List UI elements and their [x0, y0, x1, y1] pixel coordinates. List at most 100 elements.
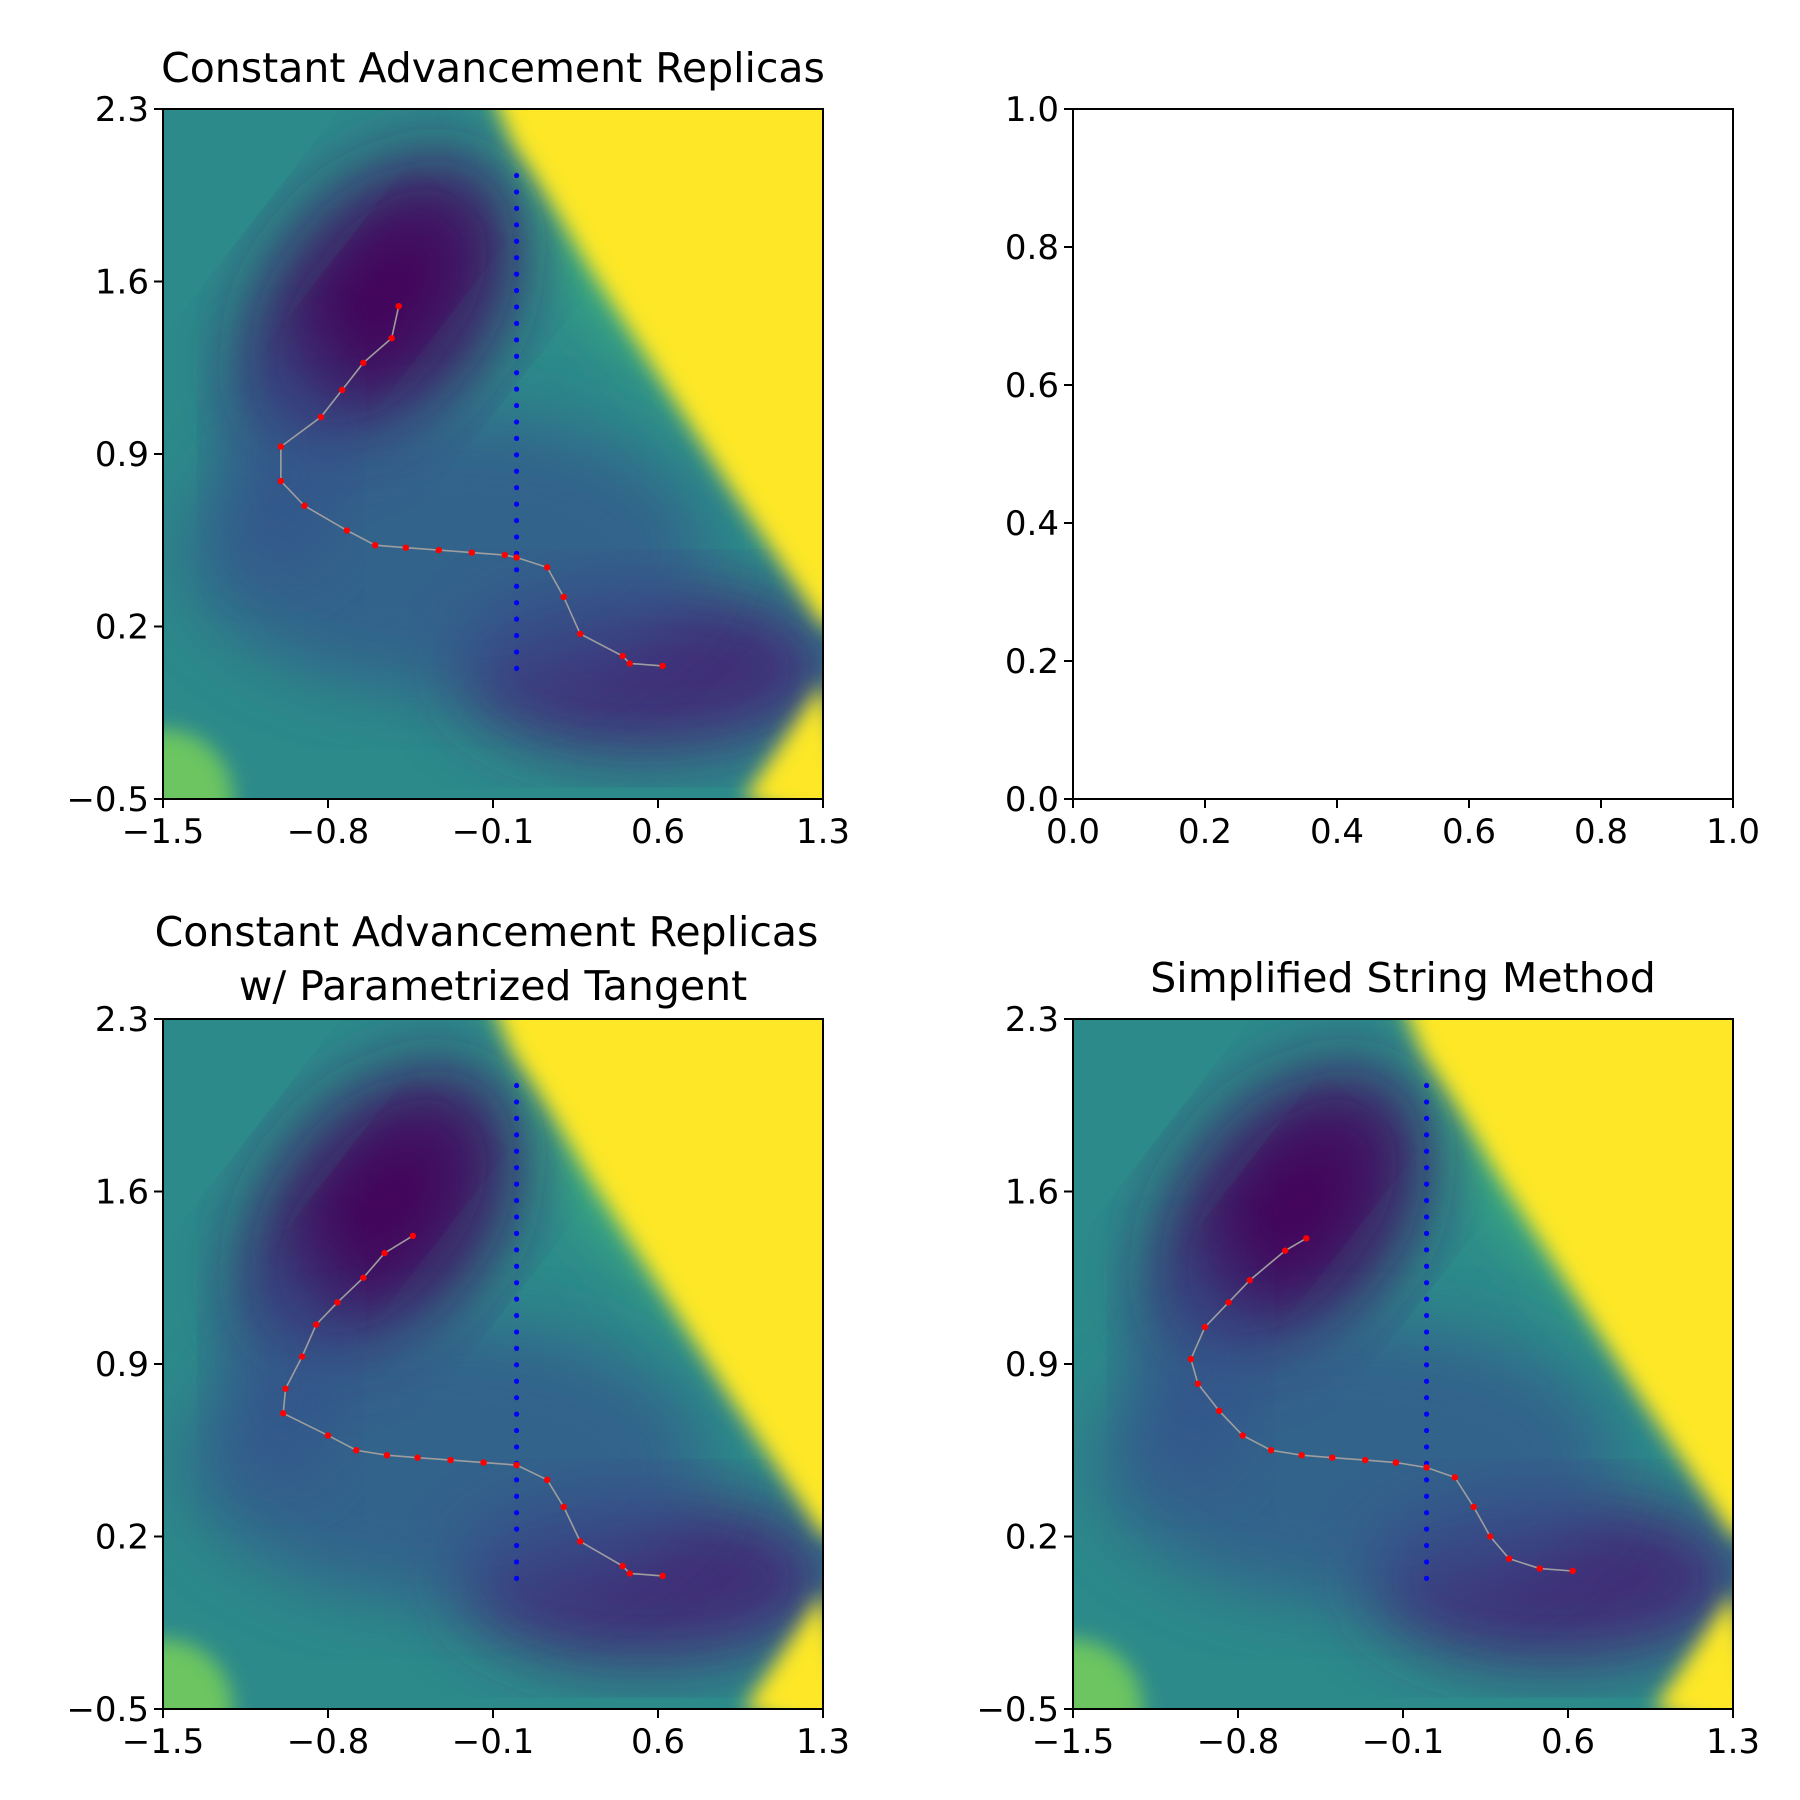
- path-replica-point: [659, 662, 666, 670]
- divider-point: [513, 1312, 520, 1319]
- divider-point: [1423, 1230, 1430, 1236]
- x-tick-label: 0.6: [631, 1722, 685, 1762]
- divider-point: [513, 1345, 520, 1351]
- x-tick-label: 0.4: [1310, 812, 1364, 852]
- y-tick-label: 0.0: [1005, 780, 1059, 820]
- divider-point: [513, 1575, 520, 1581]
- divider-point: [513, 1378, 520, 1384]
- divider-point: [1423, 1181, 1430, 1187]
- x-tick-label: 0.6: [631, 812, 685, 852]
- divider-point: [513, 649, 520, 655]
- heatmap-basin-upper-core: [323, 221, 451, 367]
- x-tick-label: 0.6: [1442, 812, 1496, 852]
- path-replica-point: [1281, 1247, 1289, 1254]
- path-replica-point: [371, 541, 379, 549]
- divider-point: [1423, 1345, 1430, 1351]
- path-replica-point: [619, 652, 626, 660]
- path-replica-point: [544, 1476, 551, 1484]
- divider-point: [513, 485, 520, 491]
- heatmap-basin-upper-core: [323, 1131, 451, 1277]
- divider-point: [513, 386, 520, 392]
- x-tick-label: 0.2: [1178, 812, 1232, 852]
- divider-point: [513, 287, 520, 294]
- y-tick-label: 2.3: [95, 1000, 149, 1040]
- divider-point: [513, 370, 520, 376]
- subplot-title: Constant Advancement Replicas: [161, 44, 825, 92]
- axes-frame: [1072, 108, 1734, 800]
- energy-heatmap: [163, 1019, 823, 1709]
- divider-point: [513, 1427, 520, 1434]
- divider-point: [513, 1263, 520, 1269]
- empty-axes-background: [1073, 109, 1733, 799]
- divider-point: [1423, 1395, 1430, 1401]
- path-replica-point: [343, 527, 351, 534]
- divider-point: [513, 1444, 520, 1450]
- divider-point: [513, 567, 520, 573]
- y-tick-label: 0.2: [95, 1518, 149, 1558]
- divider-point: [1423, 1378, 1430, 1384]
- y-tick-label: 1.6: [95, 1173, 149, 1213]
- divider-point: [1423, 1427, 1430, 1434]
- path-replica-point: [1392, 1459, 1400, 1466]
- path-replica-point: [626, 660, 633, 667]
- divider-point: [1423, 1411, 1430, 1417]
- x-tick-label: −0.1: [1362, 1722, 1445, 1762]
- path-replica-point: [1225, 1299, 1232, 1306]
- divider-point: [513, 600, 520, 606]
- divider-point: [1423, 1214, 1430, 1220]
- path-replica-point: [317, 413, 325, 421]
- axis-ticks: 0.0 0.2 0.4 0.6 0.8 1.0 0.0 0.2 0.4 0.6 0.8 1.0: [1005, 90, 1760, 852]
- path-replica-point: [1451, 1474, 1459, 1481]
- path-replica-point: [388, 334, 395, 342]
- path-replica-point: [360, 1274, 367, 1281]
- divider-point: [513, 1362, 520, 1368]
- path-replica-point: [1246, 1277, 1253, 1284]
- path-replica-point: [577, 1538, 584, 1545]
- path-replica-point: [513, 1461, 520, 1469]
- y-tick-label: 1.6: [1005, 1173, 1059, 1213]
- path-replica-point: [298, 1353, 306, 1360]
- path-replica-point: [1303, 1235, 1310, 1242]
- divider-point: [513, 1477, 520, 1483]
- axis-ticks: −1.5 −0.8 −0.1 0.6 1.3 −0.5 0.2 0.9 1.6 2.3: [976, 1000, 1760, 1762]
- path-replica-point: [513, 554, 520, 561]
- energy-heatmap: [1073, 1019, 1733, 1709]
- divider-point: [513, 1165, 520, 1171]
- path-replica-point: [619, 1562, 626, 1570]
- divider-point: [513, 1230, 520, 1236]
- energy-heatmap: [163, 109, 823, 799]
- path-replica-point: [1423, 1464, 1430, 1471]
- divider-point: [1423, 1165, 1430, 1171]
- path-replica-point: [1201, 1323, 1209, 1331]
- divider-point: [513, 517, 520, 524]
- y-tick-label: 2.3: [95, 90, 149, 130]
- x-tick-label: −1.5: [122, 812, 205, 852]
- x-tick-label: −0.1: [452, 812, 535, 852]
- y-tick-label: −0.5: [976, 1690, 1059, 1730]
- y-tick-label: 0.6: [1005, 366, 1059, 406]
- path-replica-point: [435, 546, 442, 554]
- path-replica-point: [395, 302, 402, 310]
- y-tick-label: 1.6: [95, 263, 149, 303]
- divider-point: [513, 189, 520, 195]
- divider-point: [1423, 1312, 1430, 1319]
- path-replica-point: [1215, 1407, 1223, 1415]
- path-replica-point: [468, 549, 475, 556]
- path-replica-point: [480, 1459, 487, 1466]
- heatmap-high-energy-region: [498, 1019, 823, 1537]
- divider-point: [513, 501, 520, 507]
- path-replica-point: [360, 359, 367, 367]
- path-replica-point: [313, 1321, 320, 1328]
- path-replica-point: [626, 1570, 633, 1577]
- divider-point: [513, 1296, 520, 1302]
- y-tick-label: 2.3: [1005, 1000, 1059, 1040]
- heatmap-basin-upper-core: [1233, 1131, 1361, 1277]
- divider-point: [513, 1214, 520, 1220]
- y-tick-label: 0.8: [1005, 228, 1059, 268]
- x-tick-label: 1.3: [796, 1722, 850, 1762]
- heatmap-corner-glow: [163, 729, 233, 799]
- heatmap-high-energy-corner: [743, 681, 823, 799]
- divider-point: [1423, 1493, 1430, 1499]
- divider-point: [513, 1329, 520, 1335]
- axis-ticks: −1.5 −0.8 −0.1 0.6 1.3 −0.5 0.2 0.9 1.6 2.3: [66, 1000, 850, 1762]
